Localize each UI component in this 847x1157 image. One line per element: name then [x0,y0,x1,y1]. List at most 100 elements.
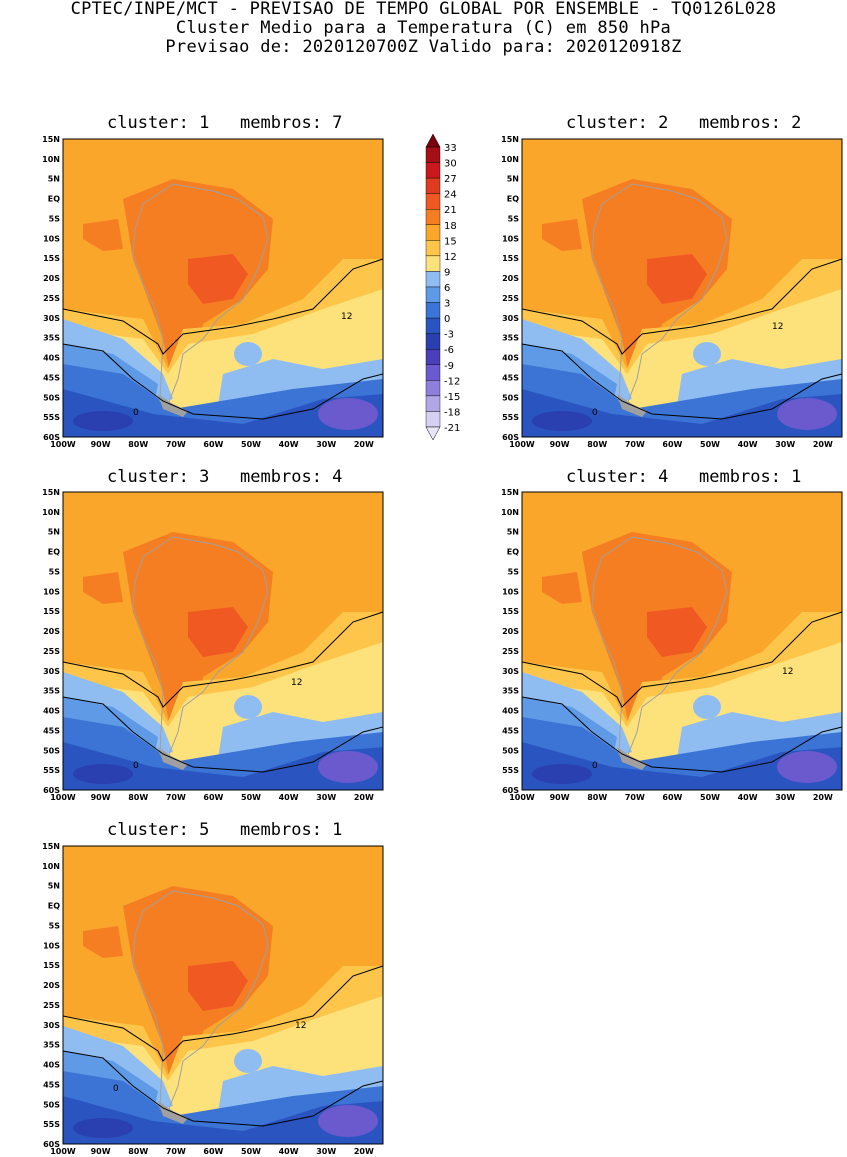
lat-tick-label: 35S [43,334,60,343]
lat-tick-label: 10N [42,155,60,164]
contour-label-0: 0 [133,408,139,418]
lat-tick-label: 20S [43,981,60,990]
colorbar-swatch [425,209,441,225]
lat-tick-label: 15N [501,488,519,497]
colorbar-label: -15 [444,392,460,403]
lat-tick-label: 5N [507,175,519,184]
colorbar-swatch [425,177,441,194]
lon-tick-label: 90W [550,793,570,802]
lon-tick-label: 40W [279,793,299,802]
contour-label-12: 12 [772,322,783,332]
colorbar-swatch [425,146,441,163]
lon-tick-label: 60W [203,1147,223,1156]
lon-tick-label: 70W [166,1147,186,1156]
colorbar-swatch [425,411,441,428]
colorbar-label: -3 [444,330,454,341]
lon-tick-label: 100W [509,440,535,449]
lat-tick-label: 30S [43,1021,60,1030]
lat-tick-label: 50S [502,746,519,755]
lon-tick-label: 80W [128,440,148,449]
lon-tick-label: 40W [279,440,299,449]
colorbar-swatch [425,317,441,334]
panel-3-title: cluster: 3 membros: 4 [107,467,343,487]
lat-tick-label: 25S [43,1001,60,1010]
lon-tick-label: 30W [316,793,336,802]
lon-tick-label: 70W [166,793,186,802]
panel-4-title: cluster: 4 membros: 1 [566,467,802,487]
lon-tick-label: 60W [203,440,223,449]
lat-tick-label: 10N [42,862,60,871]
lon-tick-label: 100W [50,1147,76,1156]
lon-tick-label: 20W [354,793,374,802]
lat-tick-label: 5N [48,175,60,184]
lon-tick-label: 100W [50,793,76,802]
contour-label-12: 12 [291,678,302,688]
lat-tick-label: 10N [501,508,519,517]
lon-tick-label: 30W [775,440,795,449]
panel-5-title: cluster: 5 membros: 1 [107,820,343,840]
lat-tick-label: 60S [43,433,60,442]
lat-tick-label: 50S [43,746,60,755]
lat-tick-label: EQ [48,902,60,911]
lat-tick-label: 35S [502,334,519,343]
lon-tick-label: 80W [587,793,607,802]
map-panel-1: 12 0 [62,138,384,438]
lat-tick-label: 10S [502,587,519,596]
colorbar-swatch [425,255,441,272]
lat-tick-label: 35S [43,1041,60,1050]
colorbar-label: 3 [444,299,450,310]
lat-tick-label: 60S [502,433,519,442]
colorbar-swatch [425,162,441,179]
colorbar-label: 15 [444,236,457,247]
lat-tick-label: 60S [43,786,60,795]
lat-tick-label: 40S [502,707,519,716]
lon-tick-label: 50W [241,1147,261,1156]
lat-tick-label: 5N [48,528,60,537]
lon-tick-label: 90W [91,440,111,449]
colorbar-label: -9 [444,361,454,372]
lon-tick-label: 20W [813,793,833,802]
map-panel-2: 12 0 [521,138,843,438]
axis-labels: 15N10N5NEQ5S10S15S20S25S30S35S40S45S50S5… [42,135,833,1156]
lat-tick-label: 15S [502,254,519,263]
colorbar-label: 24 [444,190,457,201]
lon-tick-label: 40W [738,793,758,802]
lat-tick-label: 5S [49,567,61,576]
contour-label-12: 12 [782,667,793,677]
colorbar-swatch [425,349,441,365]
lat-tick-label: EQ [507,548,519,557]
header-title: CPTEC/INPE/MCT - PREVISAO DE TEMPO GLOBA… [70,0,777,19]
lat-tick-label: 60S [502,786,519,795]
map-panel-3: 12 0 [62,491,384,791]
lat-tick-label: 30S [502,314,519,323]
lat-tick-label: 45S [43,1080,60,1089]
lat-tick-label: 5S [508,214,520,223]
lat-tick-label: 55S [502,413,519,422]
map-panel-4: 12 0 [521,491,843,791]
lat-tick-label: 10N [42,508,60,517]
lat-tick-label: EQ [507,195,519,204]
lon-tick-label: 80W [128,793,148,802]
colorbar-label: 33 [444,143,457,154]
lon-tick-label: 50W [700,793,720,802]
colorbar-label: 9 [444,267,450,278]
lon-tick-label: 60W [203,793,223,802]
lon-tick-label: 70W [625,793,645,802]
lon-tick-label: 80W [128,1147,148,1156]
lat-tick-label: 55S [502,766,519,775]
lat-tick-label: 45S [43,726,60,735]
lat-tick-label: 40S [43,707,60,716]
lon-tick-label: 90W [91,793,111,802]
lat-tick-label: 20S [43,627,60,636]
lat-tick-label: 10S [43,941,60,950]
panel-2-title: cluster: 2 membros: 2 [566,113,802,133]
lat-tick-label: 50S [502,393,519,402]
lat-tick-label: 5N [48,882,60,891]
header-dates: Previsao de: 2020120700Z Valido para: 20… [165,37,682,57]
lat-tick-label: 20S [502,627,519,636]
colorbar-swatch [425,240,441,257]
colorbar-swatch [425,224,441,241]
contour-label-0: 0 [592,408,598,418]
lon-tick-label: 30W [316,1147,336,1156]
lat-tick-label: 25S [43,294,60,303]
